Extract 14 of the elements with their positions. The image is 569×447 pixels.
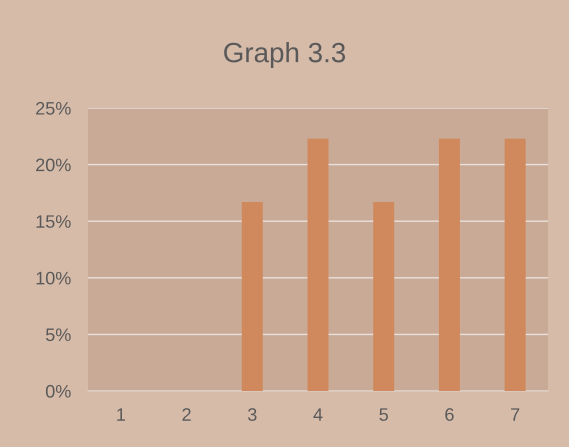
y-tick-label: 25% (36, 102, 71, 115)
x-tick-label: 1 (117, 408, 125, 421)
y-tick-label: 10% (36, 272, 71, 285)
y-tick-label: 5% (46, 328, 71, 342)
y-tick-label: 0% (46, 384, 71, 398)
x-tick-label: 7 (511, 408, 520, 421)
y-tick-label: 20% (36, 158, 71, 172)
x-tick-label: 4 (313, 408, 322, 421)
chart-title: Graph 3.3 (224, 42, 346, 68)
x-tick-label: 2 (182, 408, 191, 421)
x-tick-label: 6 (445, 408, 454, 421)
x-tick-label: 5 (379, 408, 388, 421)
x-tick-label: 3 (248, 408, 257, 421)
y-tick-label: 15% (36, 215, 71, 228)
